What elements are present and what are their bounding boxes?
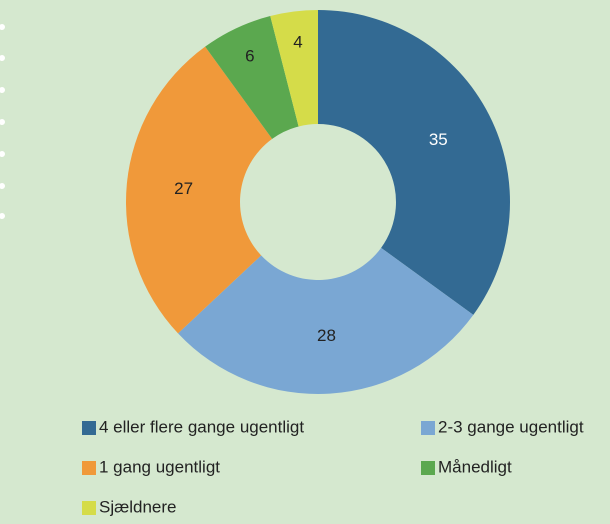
legend-label: 4 eller flere gange ugentligt (99, 417, 304, 436)
dot (0, 24, 5, 30)
donut-slice (126, 46, 273, 334)
legend-swatch (421, 461, 435, 475)
data-label: 28 (317, 326, 336, 345)
donut-slice (178, 247, 474, 395)
legend-label: 1 gang ugentligt (99, 457, 220, 476)
dot (0, 213, 5, 219)
data-label: 6 (245, 47, 254, 66)
legend-label: 2-3 gange ugentligt (438, 417, 584, 436)
legend-swatch (421, 421, 435, 435)
donut-slice (270, 10, 318, 127)
decorative-dots (0, 24, 5, 219)
legend-label: Månedligt (438, 457, 512, 476)
data-label: 27 (174, 179, 193, 198)
legend-label: Sjældnere (99, 497, 177, 516)
dot (0, 55, 5, 61)
legend-swatch (82, 461, 96, 475)
legend-swatch (82, 421, 96, 435)
data-label: 4 (293, 33, 302, 52)
dot (0, 119, 5, 125)
legend-swatch (82, 501, 96, 515)
data-label: 35 (429, 130, 448, 149)
dot (0, 183, 5, 189)
donut-slice (205, 16, 299, 139)
dot (0, 151, 5, 157)
dot (0, 87, 5, 93)
donut-slice (318, 10, 510, 315)
